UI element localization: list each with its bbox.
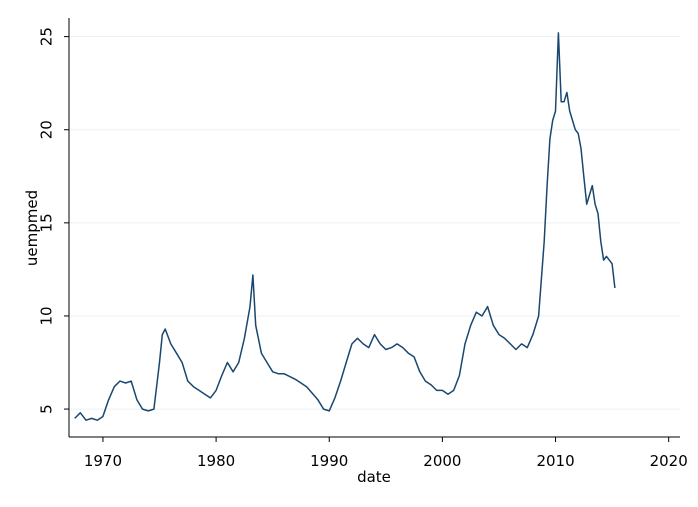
x-tick-label: 2000 — [423, 452, 461, 470]
x-tick-label: 1980 — [197, 452, 235, 470]
x-tick-label: 1990 — [310, 452, 348, 470]
series-layer — [74, 32, 616, 421]
x-axis-title: date — [357, 468, 391, 486]
y-tick-label: 5 — [38, 404, 56, 414]
x-tick-label: 2020 — [650, 452, 688, 470]
y-axis-title: uempmed — [23, 190, 41, 266]
y-tick-label: 25 — [38, 27, 56, 46]
y-tick-label: 10 — [38, 306, 56, 325]
y-tick-label: 15 — [38, 213, 56, 232]
axis-ticks: 5 10 15 20 25 1970 1980 1990 2000 2010 2020 — [38, 27, 688, 470]
grid-lines — [70, 36, 680, 410]
series-line — [74, 32, 616, 421]
y-tick-label: 20 — [38, 120, 56, 139]
x-tick-label: 2010 — [536, 452, 574, 470]
x-tick-label: 1970 — [84, 452, 122, 470]
